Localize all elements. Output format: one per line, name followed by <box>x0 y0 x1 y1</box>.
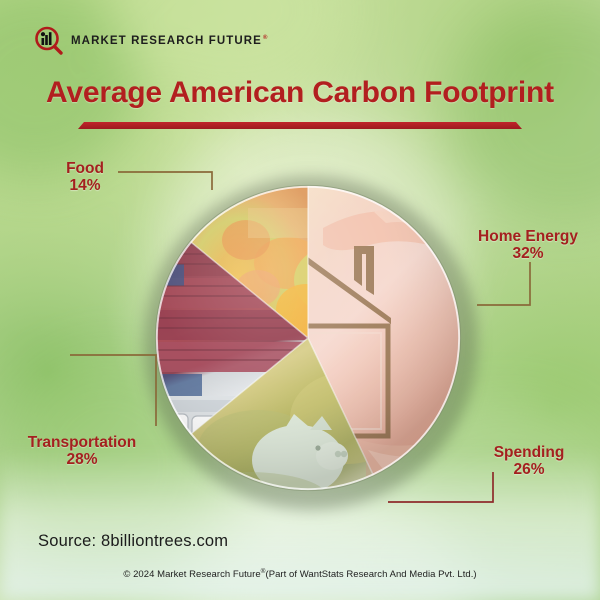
spending-callout[interactable]: Spending 26% <box>474 444 584 479</box>
copyright-prefix: © 2024 Market Research Future <box>123 569 261 581</box>
transportation-value: 28% <box>66 451 98 469</box>
food-value: 14% <box>69 177 101 195</box>
spending-label: Spending <box>493 444 565 461</box>
magnifier-bar-chart-icon <box>35 26 63 55</box>
copyright-text: © 2024 Market Research Future®(Part of W… <box>0 568 600 580</box>
page-title: Average American Carbon Footprint <box>46 76 554 109</box>
transportation-callout[interactable]: Transportation 28% <box>8 434 156 469</box>
title-underline-rule <box>78 122 522 129</box>
food-callout[interactable]: Food 14% <box>40 160 130 195</box>
spending-value: 26% <box>513 461 545 479</box>
source-text: Source: 8billiontrees.com <box>38 532 229 550</box>
copyright-suffix: (Part of WantStats Research And Media Pv… <box>265 569 477 581</box>
food-label: Food <box>66 160 104 177</box>
registered-mark: ® <box>262 35 269 42</box>
brand-logo[interactable]: MARKET RESEARCH FUTURE® <box>34 26 268 56</box>
home-energy-value: 32% <box>512 245 544 263</box>
pie-chart <box>138 168 478 510</box>
home-energy-callout[interactable]: Home Energy 32% <box>466 228 590 263</box>
brand-name: MARKET RESEARCH FUTURE® <box>71 35 269 47</box>
copyright-registered-mark: ® <box>260 568 266 575</box>
home-energy-label: Home Energy <box>478 228 578 245</box>
transportation-label: Transportation <box>27 434 137 451</box>
